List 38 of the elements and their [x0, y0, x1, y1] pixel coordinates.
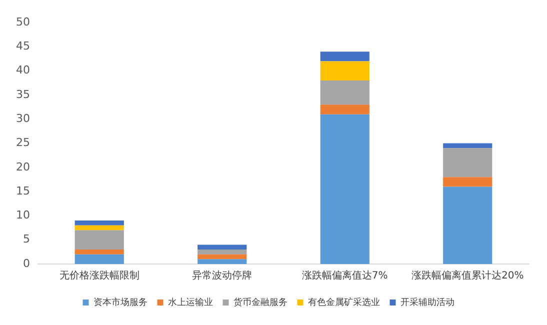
y-tick-label: 20: [16, 160, 30, 174]
legend-label: 有色金属矿采选业: [308, 296, 380, 308]
y-tick-label: 5: [22, 232, 30, 246]
y-tick-label: 10: [16, 208, 30, 222]
bar: [74, 250, 124, 254]
bar: [320, 52, 370, 62]
y-tick-label: 35: [16, 88, 30, 101]
x-tick-label: 异常波动停牌: [192, 270, 252, 282]
bar: [320, 61, 370, 81]
bar: [320, 80, 370, 105]
bar: [74, 254, 124, 264]
bar: [74, 225, 124, 230]
bar: [198, 250, 247, 254]
x-tick-label: 无价格涨跌幅限制: [59, 270, 140, 282]
bar: [74, 220, 124, 226]
y-tick-label: 30: [16, 112, 30, 126]
bar: [443, 186, 492, 264]
y-tick-label: 25: [16, 136, 30, 150]
bar: [443, 177, 492, 187]
x-tick-label: 涨跌幅偏离值达7%: [302, 270, 388, 282]
y-tick-label: 0: [22, 256, 30, 270]
y-tick-label: 40: [16, 64, 30, 77]
legend-label: 资本市场服务: [93, 296, 148, 308]
bar: [320, 104, 370, 114]
legend-label: 货币金融服务: [233, 296, 288, 308]
bar: [198, 259, 247, 264]
bar: [198, 254, 247, 260]
bar: [320, 114, 370, 264]
x-tick-label: 涨跌幅偏离值累计达20%: [412, 270, 524, 282]
bar: [443, 148, 492, 178]
y-tick-label: 15: [16, 184, 30, 198]
legend-label: 水上运输业: [168, 296, 213, 308]
bar: [198, 244, 247, 250]
bar: [74, 230, 124, 250]
y-tick-label: 45: [16, 40, 30, 53]
y-tick-label: 50: [16, 15, 30, 28]
legend-label: 开采辅助活动: [400, 296, 454, 308]
bar: [443, 143, 492, 148]
